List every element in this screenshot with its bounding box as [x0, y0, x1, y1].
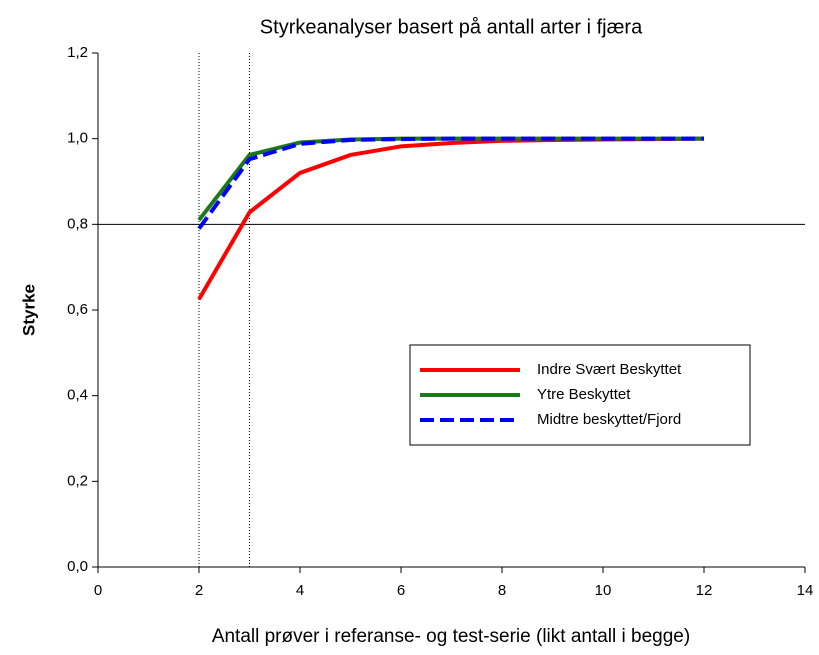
legend-label: Midtre beskyttet/Fjord: [537, 411, 681, 428]
series-line: [197, 136, 705, 301]
y-axis-label: Styrke: [19, 284, 38, 336]
y-tick-label: 0,4: [67, 387, 88, 404]
y-tick-label: 1,0: [67, 130, 88, 147]
x-tick-label: 0: [94, 582, 102, 599]
x-tick-label: 4: [296, 582, 304, 599]
legend-label: Indre Svært Beskyttet: [537, 361, 682, 378]
chart-title: Styrkeanalyser basert på antall arter i …: [260, 16, 643, 38]
y-tick-label: 0,0: [67, 558, 88, 575]
series-line: [197, 136, 704, 230]
x-axis-label: Antall prøver i referanse- og test-serie…: [212, 626, 690, 647]
y-tick-label: 0,8: [67, 215, 88, 232]
y-tick-label: 0,6: [67, 301, 88, 318]
x-tick-label: 8: [498, 582, 506, 599]
legend-label: Ytre Beskyttet: [537, 386, 631, 403]
x-tick-label: 6: [397, 582, 405, 599]
y-tick-label: 1,2: [67, 44, 88, 61]
x-tick-label: 2: [195, 582, 203, 599]
x-tick-label: 10: [595, 582, 612, 599]
y-tick-label: 0,2: [67, 472, 88, 489]
x-tick-label: 14: [797, 582, 814, 599]
x-tick-label: 12: [696, 582, 713, 599]
